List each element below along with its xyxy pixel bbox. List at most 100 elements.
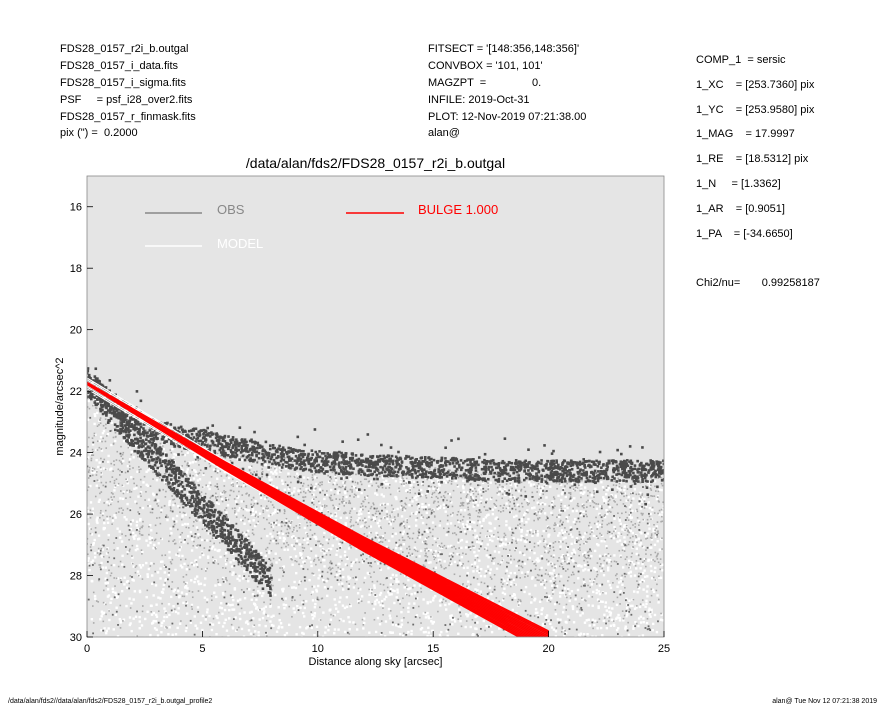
obs-point (508, 505, 511, 507)
model-point (639, 580, 642, 584)
model-point (494, 517, 498, 520)
model-point (162, 588, 165, 591)
model-point (189, 478, 192, 482)
obs-point (226, 579, 228, 582)
model-point (439, 604, 442, 607)
obs-point (364, 612, 366, 614)
model-point (479, 486, 482, 489)
obs-point (165, 514, 168, 517)
model-point (312, 573, 316, 577)
model-point (440, 630, 443, 634)
obs-point (400, 543, 402, 546)
model-point (608, 554, 611, 557)
obs-point (152, 471, 154, 474)
obs-point (535, 564, 537, 567)
obs-point (111, 517, 114, 519)
obs-point (286, 535, 289, 537)
obs-point (310, 550, 313, 553)
model-point (268, 550, 271, 553)
obs-point (265, 507, 267, 510)
obs-point (99, 418, 101, 421)
obs-point (171, 581, 174, 583)
model-point (498, 602, 501, 605)
obs-point (253, 589, 255, 591)
model-point (291, 563, 294, 566)
obs-point (556, 516, 558, 519)
obs-point (657, 500, 660, 502)
model-point (591, 529, 594, 533)
obs-point (558, 565, 561, 568)
obs-point (270, 466, 272, 469)
model-point (653, 570, 656, 574)
obs-point (164, 582, 166, 584)
model-point (501, 544, 504, 547)
model-point (581, 612, 584, 615)
model-point (447, 545, 450, 548)
model-point (405, 481, 408, 484)
model-point (132, 579, 135, 582)
model-point (635, 547, 639, 550)
model-point (243, 611, 246, 614)
model-point (250, 598, 253, 601)
obs-point (405, 482, 408, 484)
obs-point (209, 497, 212, 499)
obs-point (289, 494, 292, 497)
model-point (258, 576, 261, 579)
obs-point (592, 501, 594, 503)
model-point (290, 586, 294, 589)
obs-point (117, 511, 120, 513)
obs-point (350, 525, 352, 528)
model-point (479, 574, 483, 578)
model-point (645, 621, 649, 625)
obs-point (612, 497, 614, 499)
obs-point (266, 546, 269, 549)
model-point (377, 651, 379, 653)
obs-point (583, 542, 585, 545)
model-point (373, 517, 377, 520)
obs-point (197, 458, 199, 460)
obs-point (315, 506, 318, 508)
obs-point (242, 508, 245, 511)
model-point (552, 628, 556, 631)
obs-point (240, 565, 243, 568)
model-point (177, 505, 180, 508)
model-point (505, 520, 508, 523)
obs-point (140, 468, 142, 471)
obs-point (435, 489, 437, 492)
model-point (587, 618, 590, 621)
model-point (97, 549, 101, 553)
obs-point (193, 520, 195, 523)
obs-point (549, 575, 551, 578)
model-point (614, 495, 617, 499)
model-point (320, 507, 323, 511)
model-point (311, 590, 314, 594)
model-point (231, 603, 234, 607)
model-point (111, 587, 114, 590)
obs-point (229, 570, 231, 573)
model-point (604, 501, 607, 504)
obs-point (433, 510, 435, 513)
model-point (582, 569, 585, 572)
obs-point (474, 566, 477, 569)
model-point (187, 476, 190, 479)
obs-point (368, 525, 370, 528)
model-point (285, 519, 288, 522)
obs-point (149, 565, 152, 567)
model-point (616, 627, 620, 630)
obs-point (91, 467, 94, 469)
obs-point (425, 496, 428, 499)
model-point (308, 488, 312, 491)
obs-point (374, 512, 377, 515)
model-point (413, 592, 417, 595)
model-point (539, 488, 542, 491)
obs-point (122, 620, 124, 622)
model-point (100, 647, 102, 649)
model-point (325, 549, 328, 553)
obs-point (279, 567, 281, 569)
obs-point (498, 600, 501, 603)
model-point (389, 523, 392, 526)
obs-point (497, 509, 500, 512)
obs-point (611, 506, 614, 509)
obs-point (480, 511, 482, 514)
obs-point (95, 600, 98, 602)
